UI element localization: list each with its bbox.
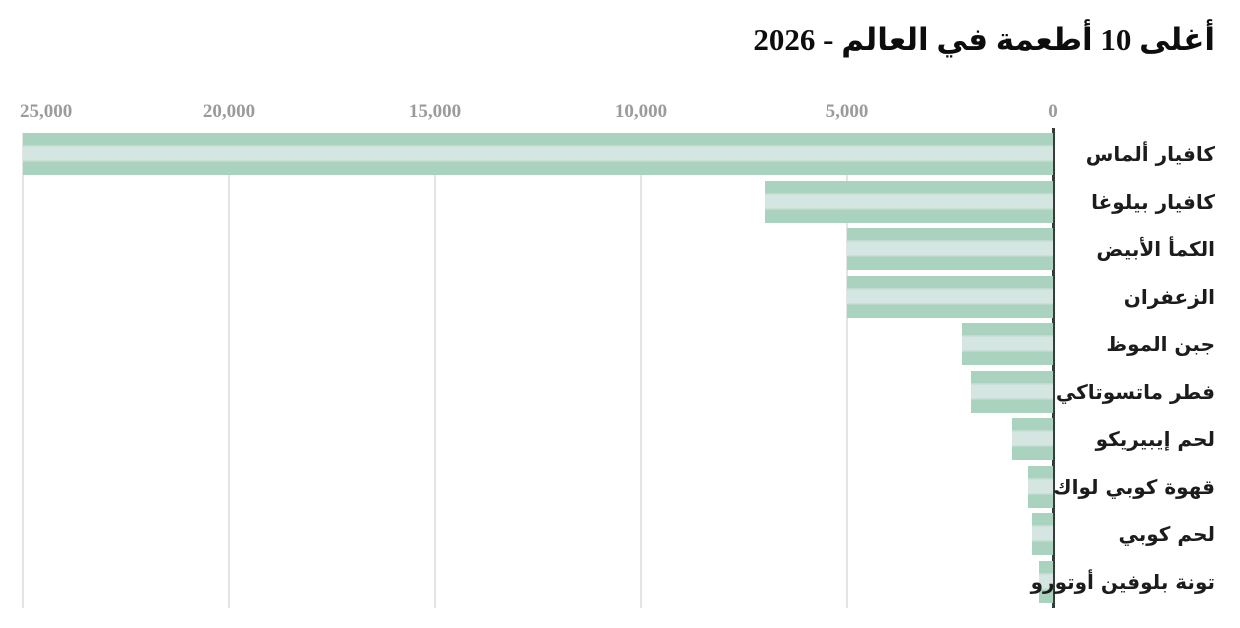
bar <box>847 275 1053 318</box>
x-axis-tick-label: 5,000 <box>825 101 869 122</box>
category-label: الزعفران <box>1123 284 1215 309</box>
gridline <box>640 133 642 608</box>
gridline <box>228 133 230 608</box>
category-label: كافيار بيلوغا <box>1091 189 1215 214</box>
zero-axis-line <box>1052 128 1055 608</box>
x-axis-tick-label: 15,000 <box>408 101 462 122</box>
bar <box>1032 513 1053 555</box>
category-label: قهوة كوبي لواك <box>1053 474 1215 499</box>
chart-title: أغلى 10 أطعمة في العالم - 2026 <box>753 22 1215 57</box>
category-label: كافيار ألماس <box>1085 142 1215 166</box>
x-axis-tick-label: 10,000 <box>614 101 668 122</box>
bar <box>962 323 1053 365</box>
category-label: لحم كوبي <box>1118 522 1215 546</box>
gridline <box>846 133 848 608</box>
category-label: تونة بلوفين أوتورو <box>1030 569 1215 594</box>
category-label: الكمأ الأبيض <box>1096 237 1215 261</box>
x-axis-tick-label: 25,000 <box>20 101 73 122</box>
x-axis-tick-label: 0 <box>1048 101 1058 122</box>
bar <box>23 133 1053 175</box>
x-axis-tick-label: 20,000 <box>202 101 256 122</box>
category-label: جبن الموظ <box>1106 332 1215 356</box>
bar <box>1038 560 1053 603</box>
bar <box>764 180 1053 223</box>
bar <box>1011 418 1053 460</box>
bar <box>847 228 1053 270</box>
bar <box>1028 465 1053 508</box>
category-label: لحم إيبيريكو <box>1095 427 1215 451</box>
bar <box>970 370 1053 413</box>
gridline <box>434 133 436 608</box>
gridline <box>22 133 24 608</box>
category-label: فطر ماتسوتاكي <box>1055 379 1215 404</box>
